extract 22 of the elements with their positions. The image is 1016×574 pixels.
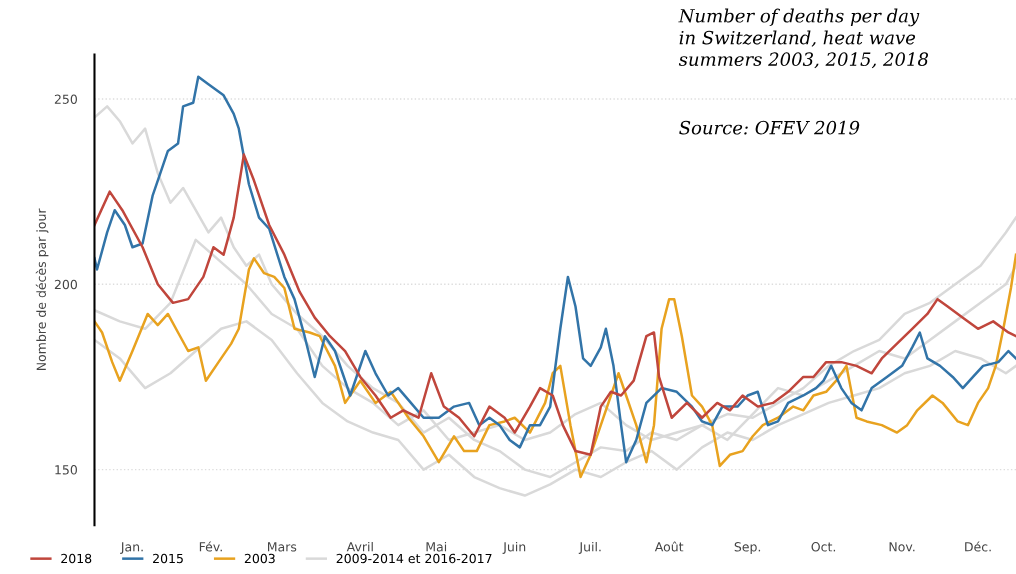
chart-title: Number of deaths per day in Switzerland, heat wave summers 2003, 2015, 2018 bbox=[678, 8, 929, 69]
x-tick-label: Fév. bbox=[199, 541, 222, 552]
y-axis-title: Nombre de décès par jour bbox=[35, 208, 49, 371]
x-tick-label: Déc. bbox=[965, 541, 991, 552]
legend-label: 2018 bbox=[61, 553, 92, 564]
x-tick-label: Août bbox=[654, 541, 684, 552]
x-tick-label: Juin bbox=[502, 541, 526, 554]
annotation: Source: OFEV 2019 bbox=[679, 120, 860, 135]
x-tick-label: Mars bbox=[268, 542, 297, 552]
x-tick-label: Jan. bbox=[120, 542, 143, 554]
y-tick-label: 250 bbox=[54, 94, 77, 104]
x-tick-label: Mai bbox=[426, 541, 447, 552]
x-tick-label: Sep. bbox=[734, 542, 761, 554]
x-tick-label: Juil. bbox=[578, 541, 601, 554]
legend-label: 2015 bbox=[153, 553, 183, 564]
y-tick-label: 200 bbox=[54, 279, 77, 290]
legend-label: 2009-2014 et 2016-2017 bbox=[336, 553, 492, 564]
x-tick-label: Avril bbox=[346, 541, 373, 552]
y-tick-label: 150 bbox=[55, 465, 77, 475]
x-tick-label: Oct. bbox=[811, 542, 836, 552]
x-tick-label: Nov. bbox=[889, 542, 915, 552]
legend-label: 2003 bbox=[244, 553, 275, 564]
